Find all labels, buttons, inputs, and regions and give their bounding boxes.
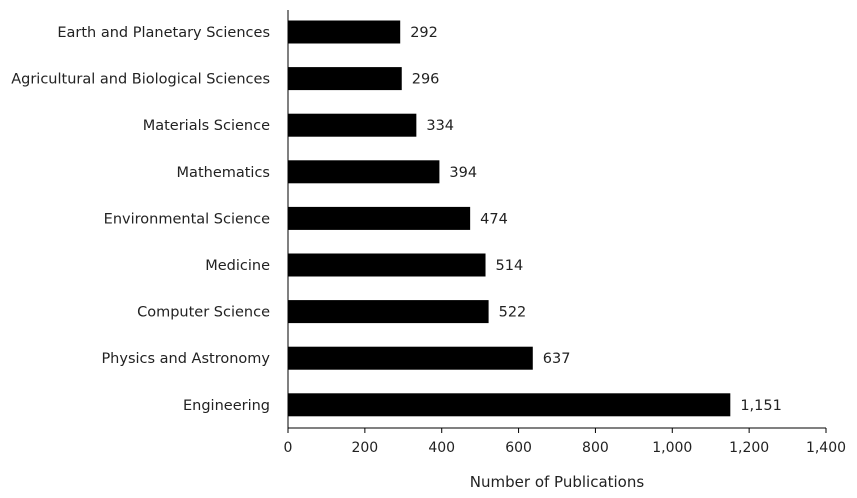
value-label-5: 514 <box>496 258 524 274</box>
value-label-3: 394 <box>449 165 477 181</box>
bars-group <box>288 20 731 417</box>
bar-7 <box>288 346 533 370</box>
x-axis-title: Number of Publications <box>470 473 645 491</box>
x-tick-label-3: 600 <box>505 440 532 456</box>
bar-5 <box>288 253 486 277</box>
bar-1 <box>288 67 402 91</box>
x-tick-label-2: 400 <box>428 440 455 456</box>
category-label-4: Environmental Science <box>104 211 270 227</box>
bar-3 <box>288 160 440 184</box>
value-label-1: 296 <box>412 72 440 88</box>
value-label-8: 1,151 <box>740 398 782 414</box>
category-label-5: Medicine <box>205 258 270 274</box>
bar-0 <box>288 20 401 44</box>
value-label-0: 292 <box>410 25 438 41</box>
x-tick-label-6: 1,200 <box>729 440 769 456</box>
category-labels: Earth and Planetary Sciences Agricultural… <box>11 25 270 414</box>
value-label-7: 637 <box>543 351 571 367</box>
category-label-7: Physics and Astronomy <box>101 351 270 367</box>
x-tick-label-1: 200 <box>351 440 378 456</box>
x-tick-label-5: 1,000 <box>652 440 692 456</box>
value-labels: 292 296 334 394 474 514 522 637 1,151 <box>410 25 782 414</box>
x-tick-label-0: 0 <box>284 440 293 456</box>
x-ticks: 0 200 400 600 800 1,000 1,200 1,400 <box>284 428 846 456</box>
bar-6 <box>288 300 489 324</box>
x-tick-label-4: 800 <box>582 440 609 456</box>
category-label-8: Engineering <box>183 398 270 414</box>
x-tick-label-7: 1,400 <box>806 440 846 456</box>
bar-8 <box>288 393 731 417</box>
category-label-0: Earth and Planetary Sciences <box>57 25 270 41</box>
value-label-4: 474 <box>480 211 508 227</box>
value-label-6: 522 <box>499 305 527 321</box>
category-label-6: Computer Science <box>137 305 270 321</box>
bar-4 <box>288 206 471 230</box>
category-label-1: Agricultural and Biological Sciences <box>11 72 270 88</box>
category-label-3: Mathematics <box>177 165 270 181</box>
axes-group <box>287 10 826 429</box>
category-label-2: Materials Science <box>143 118 270 134</box>
bar-2 <box>288 113 417 137</box>
value-label-2: 334 <box>426 118 454 134</box>
